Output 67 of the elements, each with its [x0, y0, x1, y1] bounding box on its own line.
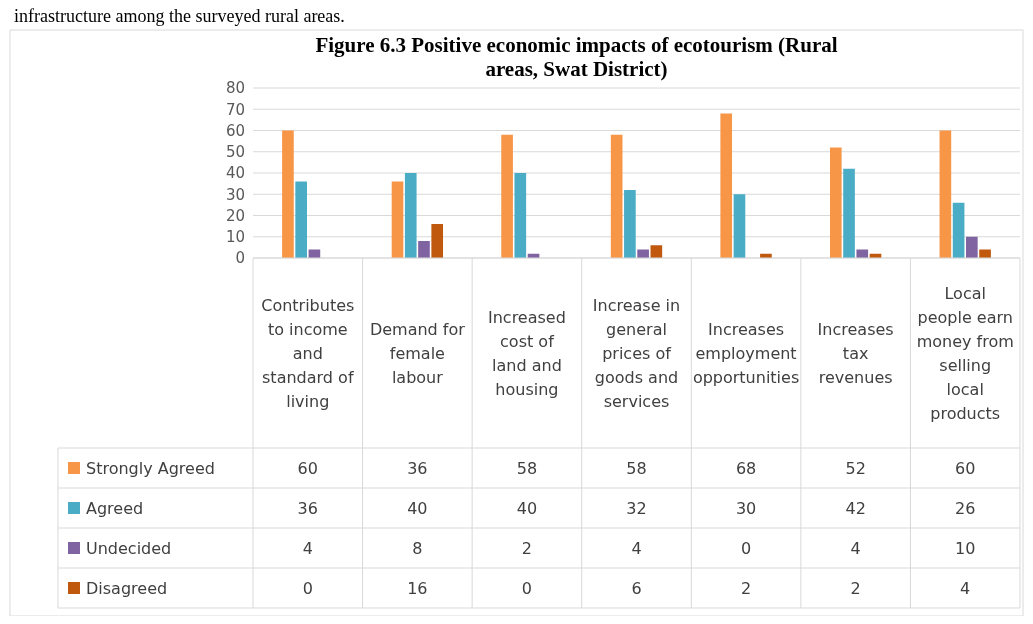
bar	[624, 190, 636, 258]
y-tick-label: 20	[225, 206, 245, 225]
bar	[952, 202, 965, 258]
bar	[404, 173, 417, 258]
data-label: 36	[407, 458, 428, 478]
data-label: 32	[626, 498, 647, 518]
data-label: 6	[631, 578, 642, 598]
data-label: 40	[516, 498, 538, 518]
x-tick-label: Increases employment opportunities	[692, 320, 800, 387]
bar	[720, 113, 733, 258]
bar	[733, 194, 746, 258]
bar	[282, 130, 294, 258]
x-tick-label: Local people earn money from selling local products	[916, 284, 1014, 423]
data-label: 4	[960, 578, 971, 598]
data-label: 8	[412, 538, 423, 558]
bar	[295, 181, 307, 258]
y-tick-label: 70	[225, 100, 245, 119]
data-label: 4	[850, 538, 861, 558]
bar	[966, 236, 978, 258]
bar	[939, 130, 952, 258]
data-label: 60	[955, 458, 976, 478]
data-label: 30	[735, 498, 757, 518]
y-tick-label: 50	[225, 143, 245, 161]
bar	[501, 134, 513, 258]
x-tick-label: Increased cost of land and housing	[487, 308, 566, 399]
data-label: 52	[845, 458, 866, 478]
legend-label: Disagreed	[86, 578, 168, 598]
data-label: 2	[521, 538, 533, 558]
data-label: 42	[845, 498, 866, 518]
y-tick-label: 10	[225, 228, 245, 246]
data-label: 36	[297, 498, 318, 518]
y-tick-label: 0	[235, 249, 245, 268]
bar	[431, 224, 444, 258]
x-tick-label: Demand for female labour	[369, 320, 466, 387]
x-tick-label: Increases tax revenues	[817, 320, 894, 387]
data-label: 40	[407, 498, 428, 518]
y-tick-label: 30	[225, 185, 245, 204]
data-label: 26	[955, 498, 976, 518]
data-label: 2	[850, 578, 861, 598]
legend-label: Agreed	[86, 498, 144, 518]
x-tick-label: Increase in general prices of goods and services	[592, 296, 681, 411]
data-label: 0	[521, 578, 533, 598]
data-label: 4	[302, 538, 313, 558]
bar	[610, 134, 623, 258]
text: infrastructure among the surveyed rural areas.	[14, 6, 345, 26]
data-label: 58	[626, 458, 647, 478]
y-tick-label: 80	[225, 79, 245, 98]
bar	[391, 181, 404, 258]
y-tick-label: 60	[225, 121, 245, 140]
data-label: 2	[740, 578, 752, 598]
bar	[829, 147, 842, 258]
data-label: 16	[407, 578, 428, 598]
data-label: 10	[955, 538, 976, 558]
data-label: 0	[302, 578, 313, 598]
bar	[843, 168, 855, 258]
data-label: 60	[297, 458, 318, 478]
x-tick-label: Contributes to income and standard of living	[261, 296, 355, 411]
legend-label: Undecided	[86, 538, 172, 558]
bar	[514, 173, 527, 258]
y-tick-label: 40	[225, 164, 245, 183]
data-label: 0	[740, 538, 752, 558]
bar	[418, 241, 430, 258]
data-label: 58	[516, 458, 538, 478]
legend-label: Strongly Agreed	[86, 458, 215, 478]
data-label: 68	[735, 458, 757, 478]
data-label: 4	[631, 538, 642, 558]
chart-title: Figure 6.3 Positive economic impacts of ecotourism (Rural areas, Swat District)	[315, 33, 838, 81]
